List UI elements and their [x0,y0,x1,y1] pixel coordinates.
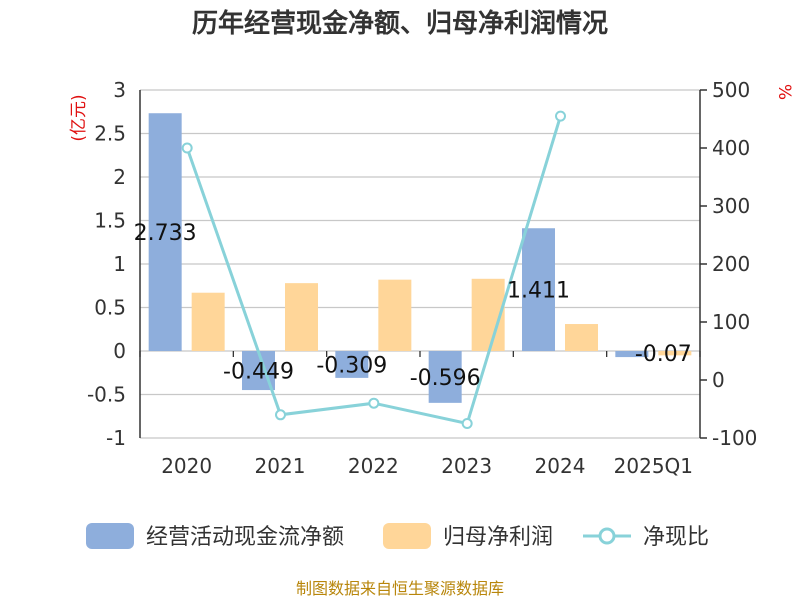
ratio-line [181,110,566,429]
x-tick-label: 2020 [161,454,212,478]
data-labels: 2.733 -0.449 -0.309 -0.596 1.411 -0.07 [134,221,692,391]
legend-swatch-net-profit [383,523,431,549]
bar-cashflow [615,351,649,358]
right-tick-label: 100 [712,310,750,334]
data-label-cashflow: -0.07 [635,342,692,367]
data-label-cashflow: -0.309 [316,353,387,378]
legend-label-net-profit: 归母净利润 [443,525,553,550]
bar-cashflow [335,351,369,378]
ratio-point [461,418,473,429]
legend-label-ratio: 净现比 [643,525,709,550]
left-tick-label: 1 [113,252,126,276]
bar-net-profit [658,351,692,356]
right-tick-label: 400 [712,136,750,160]
bar-net-profit [378,279,412,351]
left-tick-label: 2 [113,165,126,189]
legend-label-cashflow: 经营活动现金流净额 [146,525,344,550]
x-tick-label: 2024 [535,454,586,478]
legend-swatch-cashflow [86,523,134,549]
data-label-cashflow: 2.733 [134,221,197,246]
tick-labels: 3 2.5 2 1.5 1 0.5 0 -0.5 -1 500 400 300 200 100 0 -100 2… [87,78,757,478]
source-note: 制图数据来自恒生聚源数据库 [296,579,504,598]
left-axis-unit: (亿元) [69,94,89,141]
data-label-cashflow: -0.449 [223,360,294,385]
bar-net-profit [191,292,225,351]
x-tick-label: 2025Q1 [614,454,693,478]
x-tick-label: 2022 [348,454,399,478]
right-axis-unit: % [774,84,794,100]
left-tick-label: -1 [106,426,126,450]
bar-cashflow [522,228,555,351]
left-tick-label: 3 [113,78,126,102]
x-tick-label: 2021 [255,454,306,478]
legend: 经营活动现金流净额 归母净利润 净现比 [86,523,709,550]
right-tick-label: 0 [712,368,725,392]
ratio-point [368,397,380,409]
legend-swatch-ratio-marker [598,527,616,545]
right-tick-label: 500 [712,78,750,102]
left-tick-label: 2.5 [94,122,126,146]
ratio-point [555,110,566,122]
ratio-point [181,142,193,154]
right-tick-label: 200 [712,252,750,276]
x-tick-label: 2023 [441,454,492,478]
data-label-cashflow: 1.411 [507,279,570,304]
left-tick-label: 0.5 [94,296,126,320]
bars [148,113,692,403]
ratio-point [275,409,286,421]
bar-cashflow [428,351,462,403]
chart-title: 历年经营现金净额、归母净利润情况 [192,8,608,39]
bar-net-profit [285,283,318,351]
bar-cashflow [148,113,182,351]
left-tick-label: 0 [113,339,126,363]
left-tick-label: -0.5 [87,383,126,407]
right-tick-label: 300 [712,194,750,218]
data-label-cashflow: -0.596 [410,366,481,391]
right-tick-label: -100 [712,426,757,450]
axes [139,89,707,439]
bar-net-profit [565,324,598,351]
left-tick-label: 1.5 [94,209,126,233]
